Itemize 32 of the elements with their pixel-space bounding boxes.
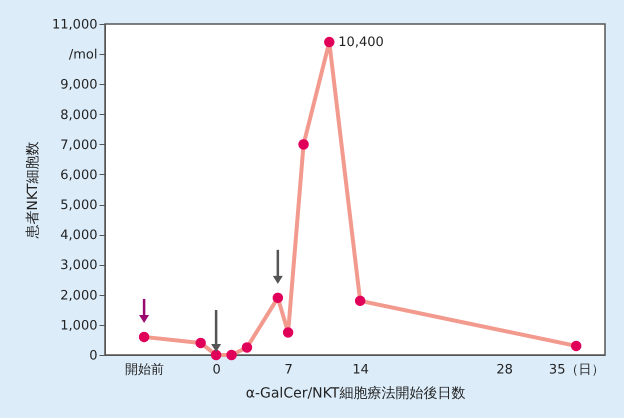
- x-axis-title: α-GalCer/NKT細胞療法開始後日数: [246, 386, 466, 402]
- point: [272, 292, 284, 304]
- y-tick-label: 4,000: [60, 228, 98, 244]
- x-tick-label: 28: [496, 362, 513, 378]
- point: [570, 340, 582, 352]
- y-tick-label: 5,000: [60, 198, 98, 214]
- x-tick-label: 14: [352, 362, 369, 378]
- y-axis-title: 患者NKT細胞数: [25, 141, 42, 240]
- y-tick-label: 0: [89, 348, 98, 364]
- y-tick-label: 3,000: [60, 258, 98, 274]
- y-tick-label: 11,000: [52, 18, 98, 32]
- point: [138, 332, 150, 342]
- point: [354, 296, 366, 306]
- y-tick-label: 1,000: [60, 318, 98, 334]
- y-tick-label: 6,000: [60, 168, 98, 183]
- y-tick-label: /mol: [68, 48, 98, 63]
- point: [195, 338, 206, 348]
- point: [210, 350, 222, 360]
- point: [282, 327, 294, 338]
- point: [226, 350, 237, 360]
- point: [242, 342, 252, 353]
- point: [324, 36, 335, 48]
- y-tick-label: 7,000: [60, 138, 98, 153]
- point: [298, 139, 309, 150]
- x-tick-label: 開始前: [125, 362, 164, 378]
- data-label: 10,400: [338, 35, 384, 50]
- y-tick-label: 2,000: [60, 288, 98, 304]
- y-tick-label: 8,000: [60, 108, 98, 123]
- y-tick-label: 9,000: [60, 78, 98, 93]
- x-tick-label: 0: [212, 362, 221, 378]
- x-tick-label: 7: [284, 362, 293, 378]
- x-tick-label: 35（日）: [548, 362, 604, 378]
